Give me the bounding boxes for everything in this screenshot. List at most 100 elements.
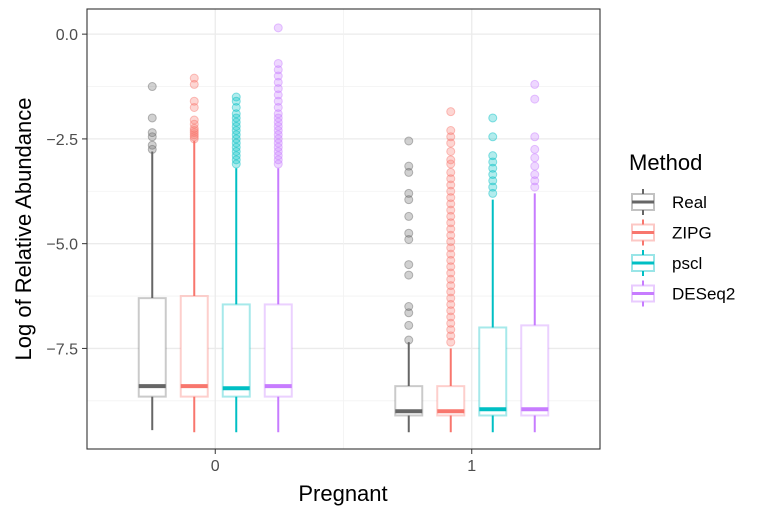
outlier-point bbox=[488, 188, 498, 198]
outlier-point bbox=[231, 142, 241, 152]
outlier-point bbox=[231, 130, 241, 140]
outlier-point bbox=[404, 188, 414, 198]
outlier-point bbox=[189, 134, 199, 144]
outlier-point bbox=[189, 115, 199, 125]
box-body bbox=[179, 295, 209, 398]
outlier-point bbox=[273, 155, 283, 165]
outlier-point bbox=[231, 113, 241, 123]
outlier-point bbox=[273, 23, 283, 33]
outlier-point bbox=[530, 161, 540, 171]
outlier-point bbox=[446, 126, 456, 136]
gridlines bbox=[87, 9, 600, 449]
legend-item-deseq2: DESeq2 bbox=[631, 280, 735, 307]
outlier-point bbox=[189, 79, 199, 89]
outlier-point bbox=[231, 134, 241, 144]
axes-layer: 0.0 −2.5 −5.0 −7.5 0 1 bbox=[46, 27, 476, 475]
outlier-point bbox=[530, 170, 540, 180]
outlier-point bbox=[446, 249, 456, 259]
outlier-point bbox=[189, 132, 199, 142]
outlier-point bbox=[488, 182, 498, 192]
outlier-point bbox=[446, 255, 456, 265]
outlier-point bbox=[189, 123, 199, 133]
outlier-point bbox=[273, 65, 283, 75]
outlier-point bbox=[530, 144, 540, 154]
legend-title: Method bbox=[629, 150, 702, 175]
outlier-point bbox=[231, 146, 241, 156]
outlier-point bbox=[488, 113, 498, 123]
outlier-point bbox=[231, 92, 241, 102]
legend-label: Real bbox=[672, 193, 707, 212]
outlier-point bbox=[231, 138, 241, 148]
box-body bbox=[263, 303, 293, 398]
outlier-point bbox=[404, 195, 414, 205]
outlier-point bbox=[530, 153, 540, 163]
outlier-point bbox=[231, 159, 241, 169]
outlier-point bbox=[273, 151, 283, 161]
outlier-point bbox=[446, 186, 456, 196]
box-pscl-0 bbox=[221, 92, 251, 433]
outlier-point bbox=[231, 121, 241, 131]
outlier-point bbox=[273, 121, 283, 131]
x-axis-title: Pregnant bbox=[298, 481, 387, 506]
outlier-point bbox=[446, 331, 456, 341]
y-tick-label: −5.0 bbox=[46, 237, 78, 254]
outlier-point bbox=[446, 268, 456, 278]
outlier-point bbox=[446, 325, 456, 335]
outlier-point bbox=[189, 102, 199, 112]
legend: Method Real ZIPG pscl DESeq2 bbox=[629, 150, 735, 307]
outlier-point bbox=[231, 126, 241, 136]
outlier-point bbox=[273, 102, 283, 112]
outlier-point bbox=[404, 260, 414, 270]
outlier-point bbox=[530, 176, 540, 186]
box-zipg-0 bbox=[179, 73, 209, 433]
outlier-point bbox=[273, 113, 283, 123]
outlier-point bbox=[404, 302, 414, 312]
y-tick-label: −7.5 bbox=[46, 341, 78, 358]
outlier-point bbox=[446, 193, 456, 203]
outlier-point bbox=[446, 237, 456, 247]
outlier-point bbox=[404, 308, 414, 318]
outlier-point bbox=[446, 180, 456, 190]
outlier-point bbox=[446, 224, 456, 234]
outlier-point bbox=[189, 130, 199, 140]
outlier-point bbox=[147, 144, 157, 154]
outlier-point bbox=[446, 146, 456, 156]
outlier-point bbox=[446, 262, 456, 272]
box-body bbox=[137, 297, 167, 398]
outlier-point bbox=[404, 335, 414, 345]
outlier-point bbox=[147, 140, 157, 150]
outlier-point bbox=[404, 211, 414, 221]
outlier-point bbox=[446, 337, 456, 347]
outlier-point bbox=[231, 96, 241, 106]
y-axis-title: Log of Relative Abundance bbox=[11, 98, 36, 361]
outlier-point bbox=[446, 230, 456, 240]
box-body bbox=[221, 303, 251, 398]
outlier-point bbox=[147, 82, 157, 92]
legend-item-zipg: ZIPG bbox=[631, 219, 712, 246]
outlier-point bbox=[446, 287, 456, 297]
outlier-point bbox=[446, 205, 456, 215]
outlier-point bbox=[231, 151, 241, 161]
outlier-point bbox=[404, 136, 414, 146]
y-tick-label: −2.5 bbox=[46, 132, 78, 149]
outlier-point bbox=[446, 167, 456, 177]
box-body bbox=[478, 326, 508, 417]
outlier-point bbox=[231, 109, 241, 119]
plot-panel-border bbox=[86, 8, 601, 450]
outlier-point bbox=[273, 159, 283, 169]
outlier-point bbox=[147, 132, 157, 142]
outlier-point bbox=[273, 130, 283, 140]
x-tick-label: 0 bbox=[211, 458, 220, 475]
outlier-point bbox=[273, 142, 283, 152]
legend-item-real: Real bbox=[631, 189, 707, 215]
outlier-point bbox=[488, 157, 498, 167]
outlier-point bbox=[147, 128, 157, 138]
outlier-point bbox=[488, 163, 498, 173]
outlier-point bbox=[231, 117, 241, 127]
outlier-point bbox=[530, 94, 540, 104]
outlier-point bbox=[446, 159, 456, 169]
outlier-point bbox=[446, 211, 456, 221]
outlier-point bbox=[404, 161, 414, 171]
outlier-point bbox=[147, 113, 157, 123]
outlier-point bbox=[273, 58, 283, 68]
